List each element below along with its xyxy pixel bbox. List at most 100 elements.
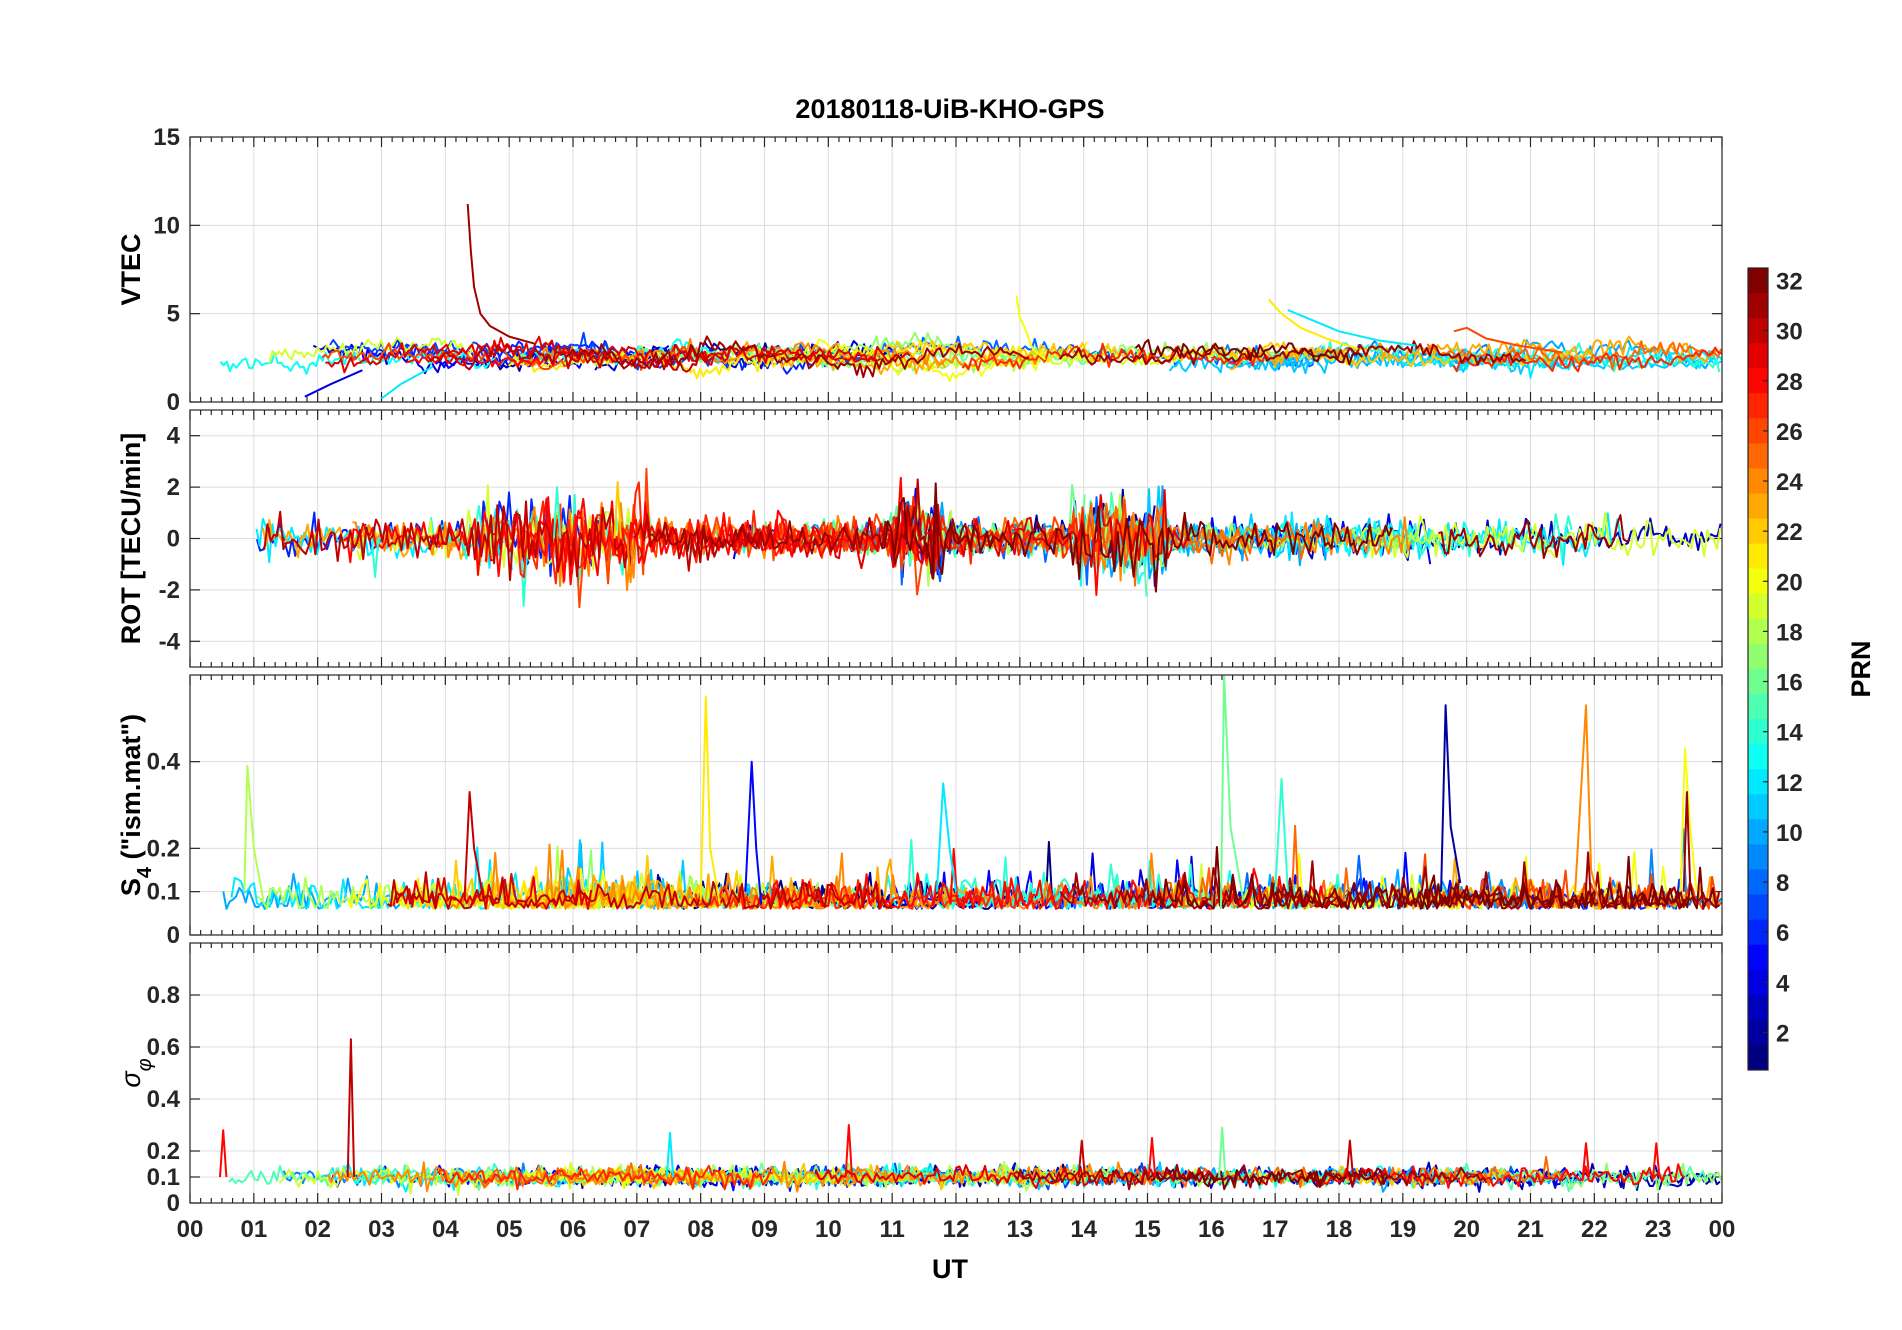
sigma-phi-panel: 00.10.2 0.4 0.6 0.8 σφ (116, 942, 1723, 1217)
colorbar-tick-label: 10 (1776, 820, 1803, 847)
prn-trace (1438, 514, 1631, 559)
prn-event-trace (699, 695, 721, 905)
colorbar-segment (1748, 318, 1768, 344)
x-tick-label: 06 (560, 1216, 587, 1243)
traces (255, 467, 1722, 609)
colorbar-segment (1748, 468, 1768, 495)
prn-trace (1152, 846, 1684, 910)
colorbar-tick-label: 12 (1776, 770, 1803, 797)
axes-frame (189, 674, 1723, 936)
axes-frame (189, 136, 1723, 403)
prn-event-trace (1092, 538, 1101, 596)
colorbar-tick-label: 32 (1776, 269, 1803, 296)
y-axis-label: σφ (116, 1058, 156, 1087)
prn-event-trace (1218, 1126, 1227, 1178)
y-tick-label: 15 (153, 124, 180, 151)
colorbar-tick-label: 8 (1776, 870, 1789, 897)
y-tick-label: 0 (167, 389, 180, 416)
colorbar-tick-label: 26 (1776, 419, 1803, 446)
colorbar-tick-label: 18 (1776, 619, 1803, 646)
colorbar-segment (1748, 719, 1768, 745)
colorbar-segment (1748, 618, 1768, 645)
x-tick-label: 09 (751, 1216, 778, 1243)
chart-title: 20180118-UiB-KHO-GPS (795, 94, 1104, 124)
y-tick-label: 0.1 (147, 1164, 180, 1191)
x-tick-label: 21 (1517, 1216, 1544, 1243)
prn-event-trace (935, 782, 957, 892)
y-tick-label: 5 (167, 301, 180, 328)
colorbar-segment (1748, 293, 1768, 319)
y-axis-label: S4 ("ism.mat") (116, 714, 156, 896)
prn-trace (814, 1164, 1219, 1190)
x-tick-label: 07 (623, 1216, 650, 1243)
y-tick-label: 0.2 (147, 1138, 180, 1165)
x-tick-label: 15 (1134, 1216, 1161, 1243)
y-axis-label-main: S (116, 878, 146, 896)
prn-trace (757, 872, 979, 910)
prn-event-trace (844, 1124, 853, 1178)
y-axis-label: ROT [TECU/min] (116, 433, 146, 644)
prn-trace (649, 506, 973, 579)
prn-trace (1426, 340, 1722, 371)
y-tick-label: 0.2 (147, 835, 180, 862)
y-tick-label: -2 (159, 577, 180, 604)
prn-event-trace (1440, 704, 1462, 892)
prn-event-trace (744, 760, 763, 905)
y-tick-label: 0.6 (147, 1034, 180, 1061)
colorbar-segment (1748, 944, 1768, 971)
prn-event-trace (613, 481, 622, 539)
colorbar-segment (1748, 969, 1768, 996)
prn-event-trace (346, 1038, 356, 1178)
colorbar-segment (1748, 518, 1768, 545)
x-tick-label: 00 (177, 1216, 204, 1243)
prn-trace (565, 335, 1030, 379)
prn-event-trace (1679, 747, 1698, 892)
y-tick-label: 0 (167, 1190, 180, 1217)
y-tick-label: 10 (153, 212, 180, 239)
x-tick-label: 16 (1198, 1216, 1225, 1243)
colorbar-segment (1748, 894, 1768, 921)
prn-event-trace (243, 765, 265, 901)
y-tick-label: -4 (159, 628, 181, 655)
colorbar-tick-label: 4 (1776, 970, 1790, 997)
colorbar-segment (1748, 1019, 1768, 1046)
x-tick-label: 02 (304, 1216, 331, 1243)
colorbar-segment (1748, 669, 1768, 695)
colorbar-segment (1748, 994, 1768, 1021)
prn-trace (343, 496, 811, 586)
traces (222, 675, 1722, 910)
colorbar-tick-label: 14 (1776, 720, 1803, 747)
prn-trace (1013, 500, 1475, 587)
colorbar-segment (1748, 593, 1768, 620)
colorbar-segment (1748, 1044, 1768, 1071)
colorbar-segment (1748, 418, 1768, 444)
colorbar-segment (1748, 343, 1768, 369)
prn-event-trace (1219, 675, 1245, 910)
prn-trace (325, 335, 882, 374)
prn-trace (387, 871, 893, 910)
prn-event-trace (1345, 1139, 1354, 1178)
x-tick-label: 19 (1389, 1216, 1416, 1243)
prn-trace (268, 336, 475, 364)
prn-trace (969, 502, 1249, 567)
y-axis-label-rest: ("ism.mat") (116, 714, 146, 867)
prn-trace (327, 1160, 897, 1193)
prn-event-trace (466, 204, 535, 345)
y-tick-label: 0.4 (147, 749, 181, 776)
prn-event-trace (1453, 326, 1563, 354)
prn-event-trace (665, 1131, 675, 1178)
prn-trace (263, 500, 760, 582)
prn-trace (1078, 496, 1413, 582)
colorbar-segment (1748, 769, 1768, 795)
prn-trace (426, 344, 713, 373)
rot-panel: -4 -2 0 2 4 ROT [TECU/min] (116, 409, 1723, 668)
colorbar-segment (1748, 443, 1768, 469)
colorbar-tick-label: 22 (1776, 519, 1803, 546)
traces (219, 204, 1722, 400)
prn-event-trace (626, 538, 635, 584)
axes-frame (189, 942, 1723, 1204)
prn-event-trace (1015, 295, 1047, 361)
colorbar-segment (1748, 844, 1768, 870)
prn-event-trace (380, 365, 434, 400)
